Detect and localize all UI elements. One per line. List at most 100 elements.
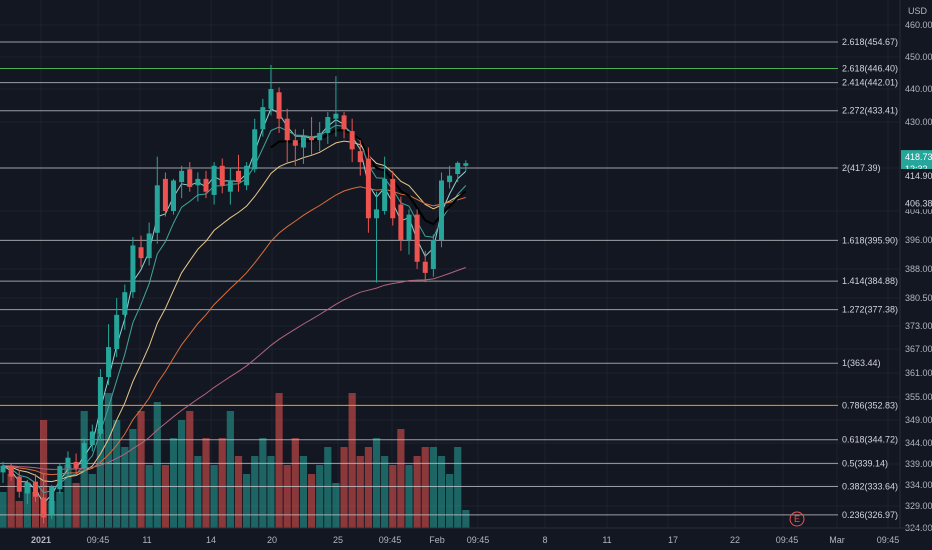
x-tick-label: 20: [267, 535, 277, 545]
candle-body: [65, 457, 71, 469]
volume-bar: [234, 456, 243, 528]
moving-average-line: [2, 107, 467, 504]
volume-bar: [56, 492, 64, 528]
volume-bar: [316, 465, 324, 528]
x-tick-label: 22: [730, 535, 740, 545]
volume-bar: [381, 456, 389, 528]
earnings-marker[interactable]: E: [789, 511, 805, 527]
volume-bar: [129, 429, 137, 528]
volume-bar: [413, 456, 421, 528]
candle-body: [211, 165, 217, 195]
volume-bar: [372, 438, 381, 528]
fib-label: 0.236(326.97): [842, 510, 898, 520]
last-price-tag-bg: [901, 150, 932, 164]
fib-label: 1.414(384.88): [842, 276, 898, 286]
x-tick-label: 09:45: [467, 535, 490, 545]
candle-body: [32, 481, 38, 497]
volume-bar: [210, 465, 218, 528]
candle-body: [24, 482, 30, 494]
volume-bar: [429, 447, 437, 528]
earnings-marker-label: E: [794, 514, 800, 524]
volume-bar: [340, 447, 348, 528]
x-tick-label: 11: [142, 535, 151, 545]
candle-body: [219, 165, 225, 186]
ma1-price-tag: 414.90: [905, 171, 932, 181]
candle-body: [57, 466, 63, 490]
x-tick-label: 8: [542, 535, 547, 545]
candle-body: [89, 431, 95, 446]
y-tick-label: 380.50: [905, 293, 932, 303]
x-tick-label: Feb: [429, 535, 445, 545]
x-tick-label: 09:45: [776, 535, 799, 545]
volume-bar: [332, 483, 340, 528]
candle-body: [398, 204, 404, 240]
x-tick-label: 2021: [31, 535, 51, 545]
candle-body: [138, 247, 144, 259]
volume-bar: [145, 465, 153, 528]
candle-body: [8, 466, 14, 477]
ma2-price-tag: 406.38: [905, 198, 932, 208]
volume-bar: [299, 456, 308, 528]
candle-body: [292, 140, 298, 146]
candle-body: [49, 486, 55, 515]
volume-bar: [64, 465, 72, 528]
candle-body: [0, 465, 6, 473]
volume-bar: [437, 456, 446, 528]
fib-label: 0.786(352.83): [842, 400, 898, 410]
volume-bar: [202, 438, 210, 528]
candle-body: [430, 240, 436, 269]
y-tick-label: 339.00: [905, 459, 932, 469]
y-tick-label: 460.00: [905, 20, 932, 30]
volume-bar: [421, 447, 429, 528]
candle-body: [365, 158, 371, 219]
candle-body: [16, 476, 22, 492]
candle-body: [447, 175, 453, 183]
volume-bar: [243, 474, 251, 528]
candle-body: [73, 461, 79, 469]
price-axis[interactable]: USD 460.00 450.00 440.00 430.00 404.00 396.00…: [899, 0, 932, 533]
fib-levels[interactable]: 2.618(454.67) 2.618(446.40) 2.414(442.01) 2…: [0, 37, 898, 520]
candle-body: [357, 151, 363, 163]
moving-average-line: [2, 124, 467, 494]
moving-average-line: [2, 267, 466, 470]
fib-label: 0.5(339.14): [842, 458, 888, 468]
y-tick-label: 367.00: [905, 344, 932, 354]
moving-average-line: [2, 140, 467, 483]
candle-body: [422, 261, 428, 273]
volume-bar: [462, 510, 470, 528]
candle-body: [260, 107, 266, 130]
volume-bar: [0, 492, 7, 528]
candle-body: [187, 169, 193, 187]
volume-bar: [251, 456, 259, 528]
y-tick-label: 344.00: [905, 438, 932, 448]
volume-bar: [186, 411, 194, 528]
candle-body: [235, 170, 241, 183]
volume-bar: [356, 456, 364, 528]
volume-bar: [364, 447, 372, 528]
candle-body: [349, 131, 355, 150]
y-tick-label: 334.00: [905, 480, 932, 490]
last-price-tag: 418.73: [905, 152, 932, 162]
y-tick-label: 440.00: [905, 84, 932, 94]
candle-body: [41, 497, 47, 518]
volume-bar: [259, 438, 267, 528]
candle-body: [227, 180, 233, 192]
y-tick-label: 450.00: [905, 52, 932, 62]
volume-bar: [113, 420, 121, 528]
volume-bar: [121, 447, 129, 528]
x-tick-label: 09:45: [379, 535, 402, 545]
fib-label: 0.618(344.72): [842, 435, 898, 445]
volume-bar: [397, 429, 405, 528]
time-axis[interactable]: 2021 09:45 11 14 20 25 09:45 Feb 09:45 8 11 17 22 09:…: [0, 527, 932, 545]
x-tick-label: 25: [333, 535, 343, 545]
volume-bar: [348, 393, 356, 528]
volume-bar: [96, 429, 105, 528]
candle-body: [325, 117, 331, 133]
x-tick-label: 11: [602, 535, 611, 545]
volume-bar: [161, 465, 169, 528]
candle-body: [374, 209, 380, 219]
candle-body: [390, 178, 396, 219]
volume-bar: [283, 465, 291, 528]
